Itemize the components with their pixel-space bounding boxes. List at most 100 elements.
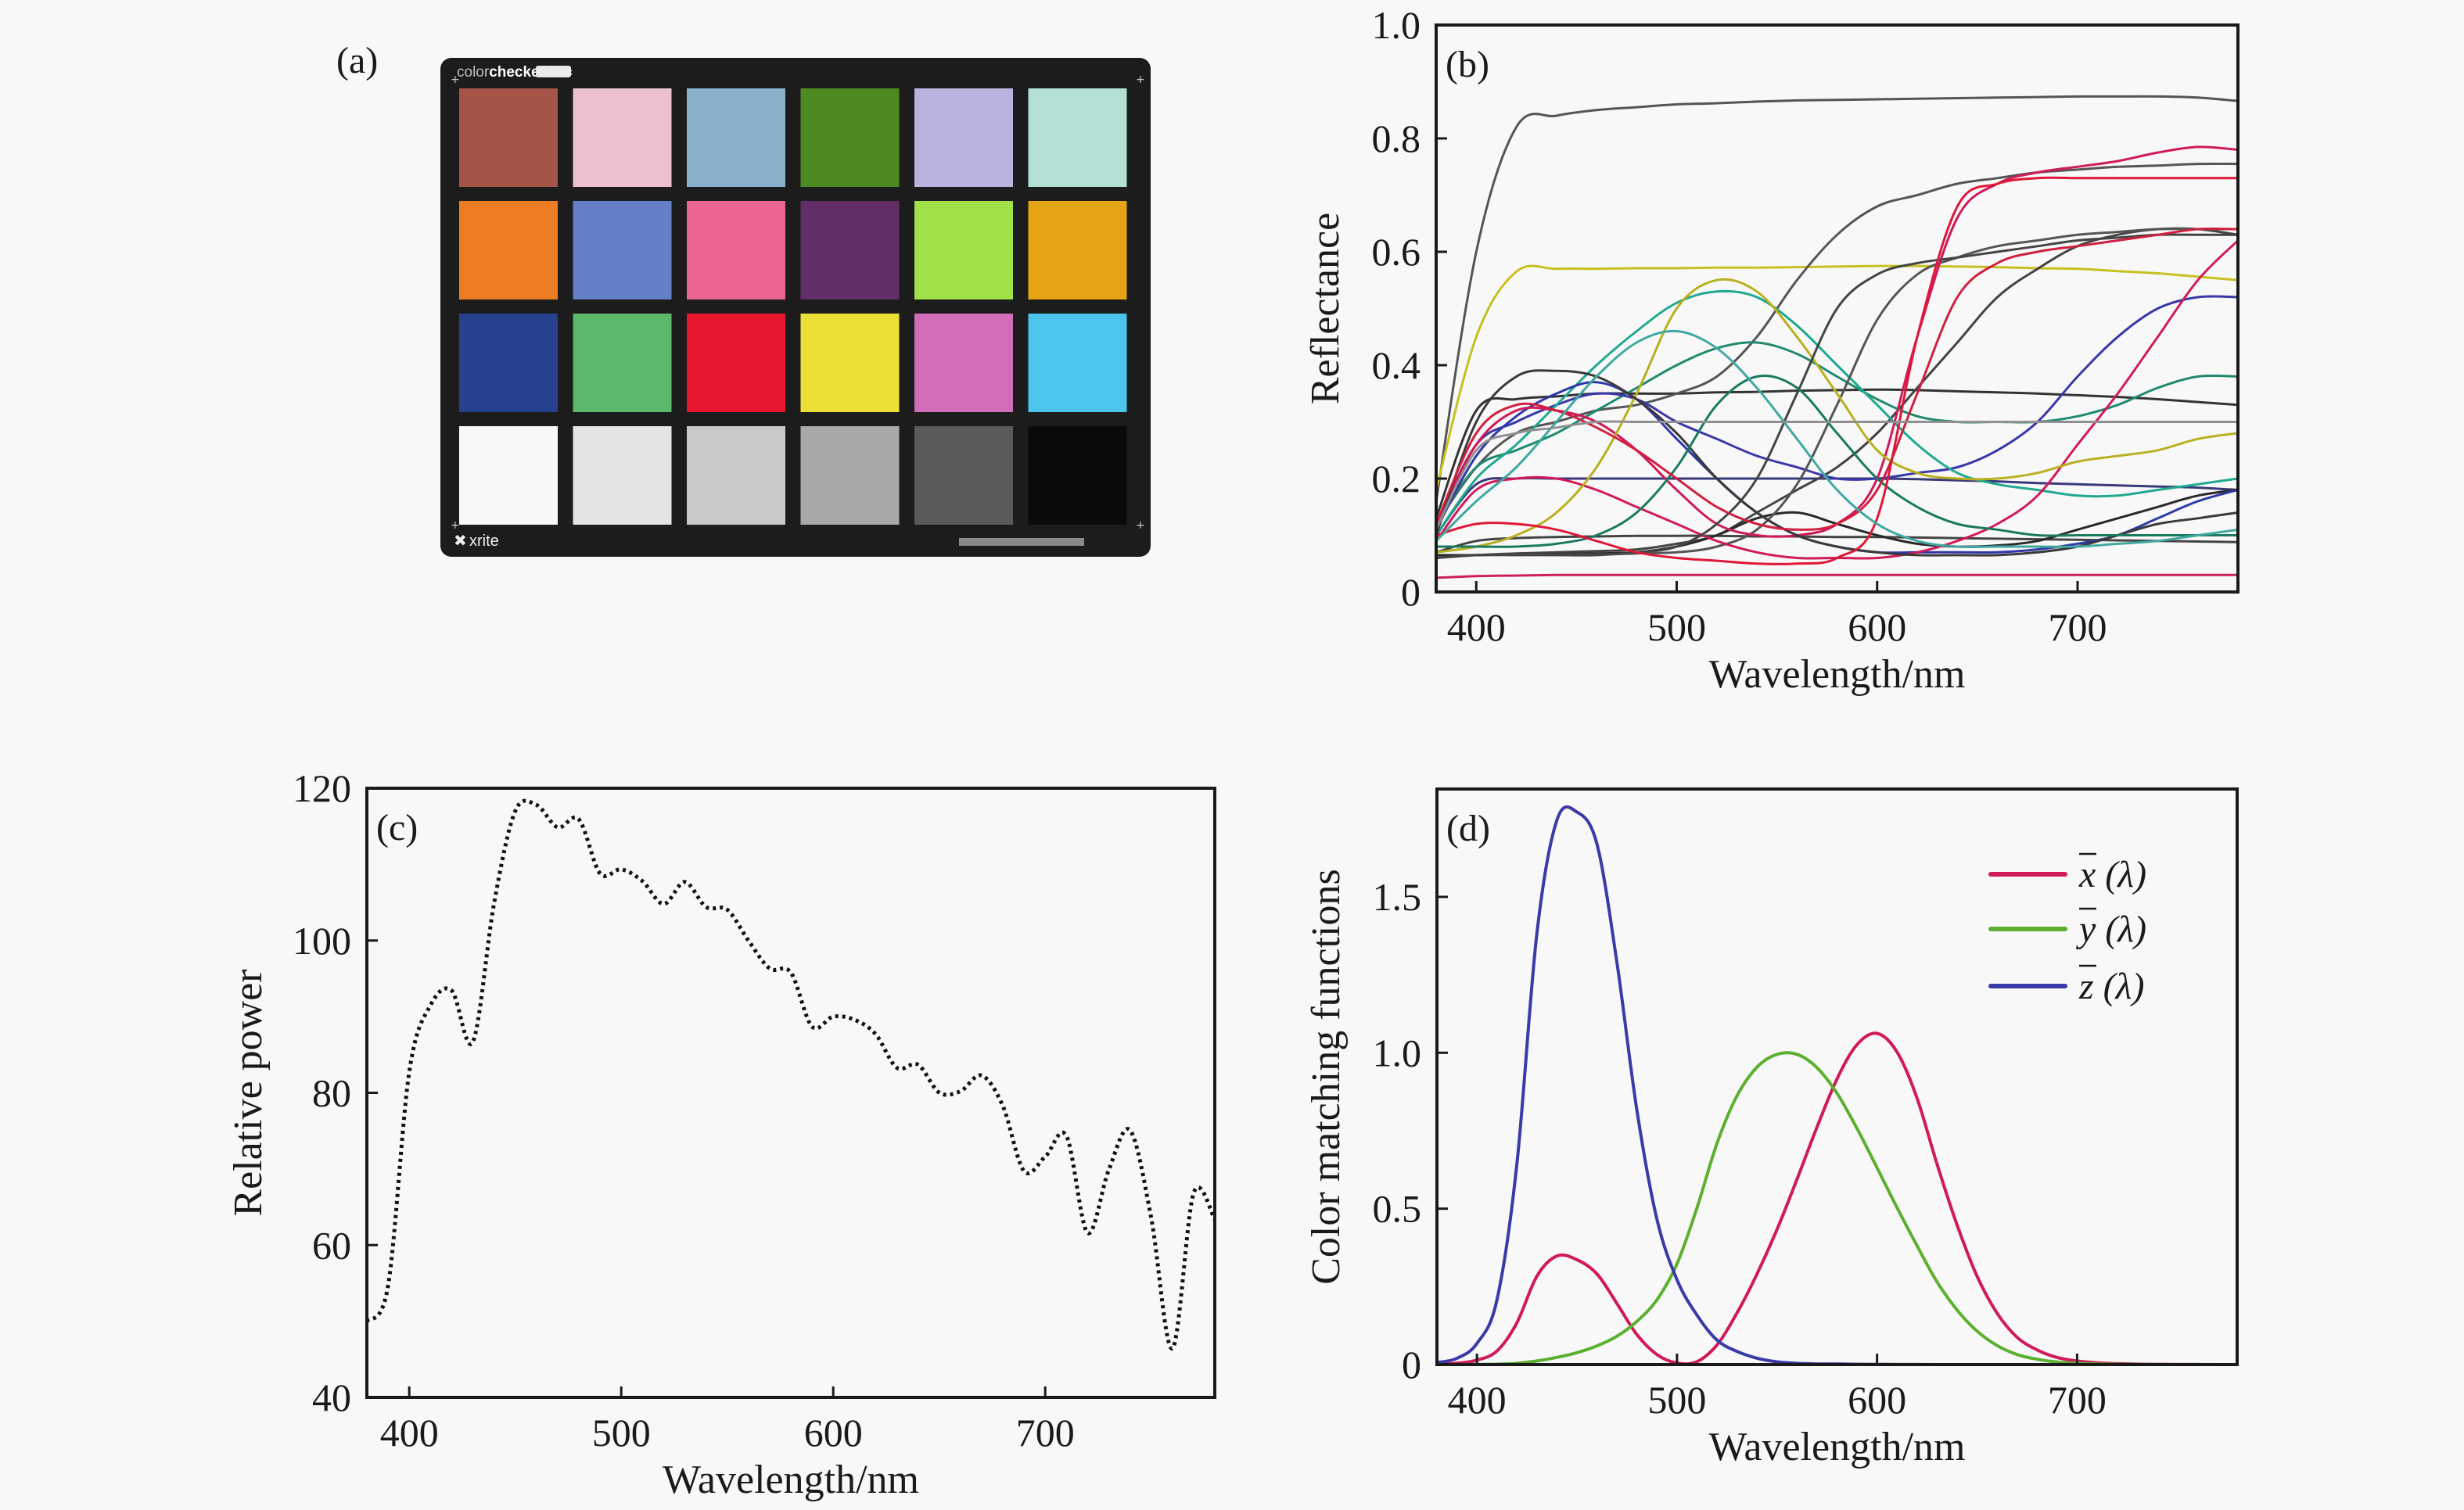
series-line-red <box>1436 176 2238 565</box>
y-tick-label: 80 <box>312 1071 351 1115</box>
card-badge-box <box>536 66 571 77</box>
x-axis-title: Wavelength/nm <box>1709 652 1966 697</box>
panel-label: (b) <box>1446 44 1489 85</box>
y-axis-title: Relative power <box>226 969 271 1216</box>
y-tick-label: 1.0 <box>1372 3 1421 47</box>
x-tick-label: 600 <box>804 1411 863 1454</box>
color-patch <box>1028 88 1127 187</box>
card-badge: CLASSIC <box>538 69 573 77</box>
color-patch <box>914 314 1013 412</box>
plus-mark-icon: + <box>451 74 460 86</box>
y-tick-label: 0 <box>1402 1343 1421 1386</box>
color-patch <box>687 201 785 299</box>
plus-mark-icon: + <box>1136 74 1145 86</box>
series-group <box>367 798 1215 1351</box>
series-line-light-skin <box>1436 162 2238 525</box>
series-line-purple <box>1436 239 2238 560</box>
series-line-yellow <box>1436 264 2238 490</box>
series-line-orange-yellow <box>1436 233 2238 559</box>
plus-mark-icon: + <box>451 519 460 532</box>
y-tick-label: 60 <box>312 1223 351 1267</box>
series-line-magenta <box>1436 227 2238 531</box>
x-tick-label: 500 <box>1647 605 1706 649</box>
series-line-white <box>1436 95 2238 502</box>
color-patch <box>914 426 1013 525</box>
color-patch <box>800 201 900 299</box>
panel-a-label: (a) <box>336 40 378 81</box>
color-patch <box>914 88 1013 187</box>
color-patch <box>1028 426 1127 525</box>
panel-label: (c) <box>376 807 418 848</box>
y-tick-label: 1.5 <box>1373 875 1422 919</box>
y-tick-label: 0.2 <box>1372 457 1421 500</box>
patch-grid <box>459 88 1127 525</box>
color-patch <box>800 88 900 187</box>
y-tick-label: 0.5 <box>1373 1187 1422 1231</box>
x-tick-label: 500 <box>592 1411 651 1454</box>
y-tick-label: 0.6 <box>1372 230 1421 274</box>
color-patch <box>459 201 558 299</box>
series-line-black <box>1436 573 2238 579</box>
y-axis-title: Reflectance <box>1303 213 1348 404</box>
y-tick-label: 0.8 <box>1372 117 1421 160</box>
y-tick-label: 0.4 <box>1372 343 1421 387</box>
y-tick-label: 0 <box>1401 570 1421 614</box>
legend: x (λ) y (λ) z (λ) <box>1988 852 2146 1007</box>
xrite-mark-icon: ✖ <box>454 531 467 550</box>
plot-frame <box>1435 787 2239 1366</box>
color-patch <box>687 88 785 187</box>
card-title-light: color <box>457 64 490 81</box>
legend-label: z (λ) <box>2078 966 2144 1007</box>
chart-b: 400 500 600 700 0 0.2 0.4 0.6 0.8 1.0 Wavelength/n… <box>1303 3 2240 697</box>
color-patch <box>573 426 672 525</box>
x-tick-label: 400 <box>380 1411 439 1454</box>
series-group <box>1436 95 2238 579</box>
series-line-neutral-3-5 <box>1436 534 2238 554</box>
color-patch <box>573 201 672 299</box>
series-line-neutral-6-5 <box>1436 420 2238 530</box>
chart-c: 400 500 600 700 40 60 80 100 120 Wavelength/nm Rel… <box>226 766 1216 1502</box>
card-barcode <box>959 538 1084 546</box>
series-line-yellow-green <box>1436 278 2238 554</box>
series-line-blue <box>1436 369 2238 557</box>
card-title-bold: checker <box>489 64 545 81</box>
x-tick-label: 600 <box>1848 1378 1906 1422</box>
color-patch <box>800 426 900 525</box>
legend-label: y (λ) <box>2075 909 2146 950</box>
y-tick-label: 40 <box>312 1375 351 1419</box>
plot-area <box>367 788 1215 1397</box>
color-patch <box>914 201 1013 299</box>
x-axis-title: Wavelength/nm <box>1709 1425 1966 1469</box>
color-patch <box>459 426 558 525</box>
card-brand: xrite <box>469 533 499 550</box>
x-tick-label: 700 <box>2048 1378 2107 1422</box>
color-patch <box>573 88 672 187</box>
card-title: colorchecker <box>457 64 546 81</box>
color-patch <box>459 88 558 187</box>
plus-mark-icon: + <box>1136 519 1145 532</box>
color-patch <box>459 314 558 412</box>
series-line-bluish-green <box>1436 289 2238 536</box>
x-tick-label: 700 <box>1016 1411 1075 1454</box>
series-line-neutral-8 <box>1436 388 2238 519</box>
x-tick-label: 700 <box>2049 605 2107 649</box>
y-tick-label: 100 <box>293 919 351 963</box>
color-patch <box>1028 201 1127 299</box>
color-patch <box>687 314 785 412</box>
x-axis-title: Wavelength/nm <box>663 1458 919 1502</box>
legend-label: x (λ) <box>2078 854 2146 895</box>
x-tick-label: 400 <box>1447 605 1506 649</box>
x-tick-label: 600 <box>1848 605 1906 649</box>
y-axis-title: Color matching functions <box>1304 869 1349 1284</box>
colorchecker-card: colorchecker CLASSIC ✖ xrite + + + + <box>440 58 1151 557</box>
y-tick-label: 1.0 <box>1373 1031 1422 1074</box>
color-patch <box>800 314 900 412</box>
color-patch <box>1028 314 1127 412</box>
x-tick-label: 400 <box>1448 1378 1507 1422</box>
series-line-green <box>1436 375 2238 548</box>
series-line-cyan <box>1436 329 2238 549</box>
panel-a: (a) colorchecker CLASSIC ✖ xrite + + + + <box>336 40 1151 557</box>
color-patch <box>573 314 672 412</box>
x-tick-label: 500 <box>1647 1378 1706 1422</box>
